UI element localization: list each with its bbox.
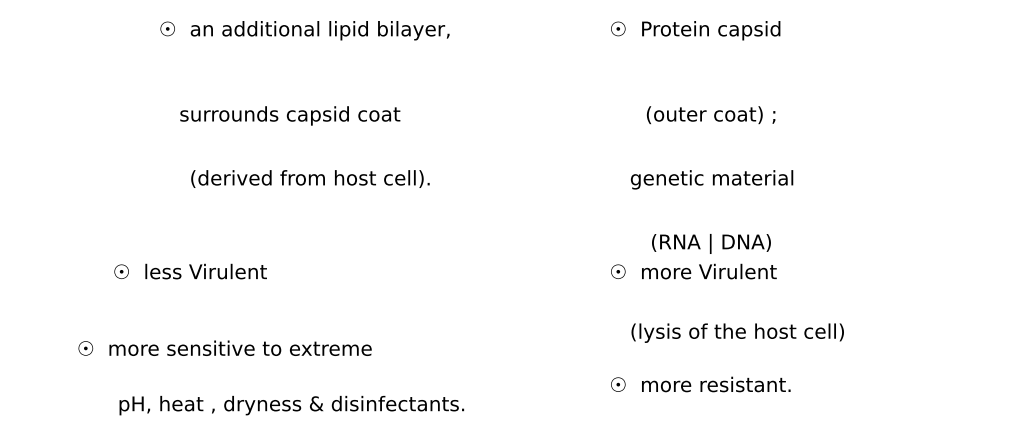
- Text: (outer coat) ;: (outer coat) ;: [645, 106, 778, 126]
- Text: surrounds capsid coat: surrounds capsid coat: [179, 106, 401, 126]
- Text: ☉  more Virulent: ☉ more Virulent: [609, 264, 777, 283]
- Text: (RNA | DNA): (RNA | DNA): [650, 234, 773, 254]
- Text: ☉  Protein capsid: ☉ Protein capsid: [609, 21, 782, 40]
- Text: ☉  more resistant.: ☉ more resistant.: [609, 377, 794, 396]
- Text: ☉  an additional lipid bilayer,: ☉ an additional lipid bilayer,: [159, 21, 452, 40]
- Text: genetic material: genetic material: [630, 170, 796, 190]
- Text: pH, heat , dryness & disinfectants.: pH, heat , dryness & disinfectants.: [118, 396, 467, 415]
- Text: ☉  less Virulent: ☉ less Virulent: [113, 264, 267, 283]
- Text: ☉  more sensitive to extreme: ☉ more sensitive to extreme: [77, 341, 374, 360]
- Text: (derived from host cell).: (derived from host cell).: [189, 170, 432, 190]
- Text: (lysis of the host cell): (lysis of the host cell): [630, 324, 846, 343]
